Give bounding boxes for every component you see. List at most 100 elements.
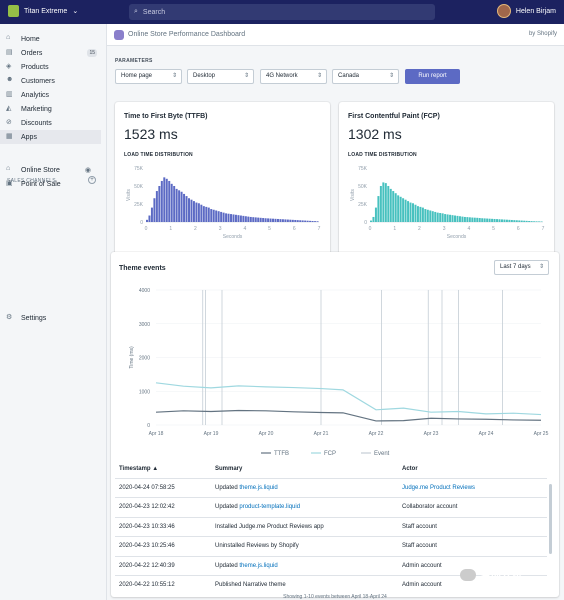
histogram-bar [195, 202, 198, 222]
row-actor: Admin account [402, 562, 442, 569]
histogram-bar [170, 183, 173, 222]
fcp-histogram: 75K 50K 25K 00 1 2 3 4 5 6 7 Visits Seconds [350, 166, 545, 240]
summary-text: Installed Judge.me Product Reviews app [215, 523, 324, 530]
page-select[interactable]: Home page ⇕ [115, 69, 182, 84]
ttfb-dist-label: LOAD TIME DISTRIBUTION [124, 152, 193, 158]
row-actor[interactable]: Judge.me Product Reviews [402, 485, 476, 491]
table-scrollbar[interactable] [549, 484, 552, 554]
histogram-bar [284, 219, 287, 222]
histogram-bar [227, 213, 230, 222]
timestamp-column-header[interactable]: Timestamp ▲ [119, 462, 158, 476]
y-tick-label: 25K [358, 202, 368, 208]
sidebar-item-analytics[interactable]: ▥ Analytics [0, 88, 101, 102]
table-row[interactable]: 2020-04-22 10:55:12 Published Narrative t… [115, 575, 547, 594]
select-arrows-icon: ⇕ [316, 73, 322, 79]
row-summary: Updated theme.js.liquid [215, 479, 278, 498]
run-report-button[interactable]: Run report [405, 69, 460, 84]
eye-icon[interactable]: ◉ [84, 167, 91, 174]
histogram-bar [274, 218, 277, 222]
file-link[interactable]: theme.js.liquid [239, 562, 278, 569]
shopify-logo-icon [8, 5, 19, 17]
histogram-bar [163, 177, 166, 222]
country-select[interactable]: Canada ⇕ [332, 69, 399, 84]
sidebar-item-products[interactable]: ◈ Products [0, 60, 101, 74]
histogram-bar [269, 218, 272, 222]
histogram-bar [434, 211, 437, 222]
histogram-bar [188, 198, 190, 222]
histogram-bar [230, 214, 233, 222]
histogram-bar [301, 220, 304, 222]
histogram-bar [185, 196, 188, 222]
summary-text: Updated [215, 485, 240, 491]
histogram-bar [299, 220, 302, 222]
row-timestamp: 2020-04-23 10:33:46 [119, 523, 175, 530]
histogram-bar [173, 186, 176, 222]
fcp-value: 1302 ms [348, 126, 402, 142]
histogram-bar [407, 201, 410, 222]
sidebar-item-apps[interactable]: ▦ Apps [0, 130, 101, 144]
network-select[interactable]: 4G Network ⇕ [260, 69, 327, 84]
sidebar-item-customers[interactable]: ☻ Customers [0, 74, 101, 88]
date-range-value: Last 7 days [500, 264, 531, 270]
file-link[interactable]: theme.js.liquid [239, 485, 278, 491]
x-tick-label: 4 [243, 226, 246, 232]
timestamp-header-label: Timestamp [119, 466, 151, 472]
search-input[interactable]: ⌕ Search [129, 4, 435, 20]
sidebar-item-point-of-sale[interactable]: ▣ Point of Sale [0, 177, 101, 191]
histogram-bar [394, 193, 397, 222]
sidebar-item-discounts[interactable]: ⊘ Discounts [0, 116, 101, 130]
histogram-bar [296, 220, 299, 222]
histogram-bar [515, 220, 518, 222]
histogram-bar [232, 214, 235, 222]
histogram-bar [257, 217, 260, 222]
sidebar-item-online-store[interactable]: ⌂ Online Store ◉ [0, 163, 101, 177]
histogram-bar [461, 216, 464, 222]
histogram-bar [404, 199, 407, 222]
sidebar-item-label: Products [21, 63, 49, 71]
add-channel-icon[interactable]: + [88, 176, 96, 184]
histogram-bar [314, 221, 317, 222]
histogram-bar [200, 204, 203, 222]
histogram-bar [520, 220, 523, 222]
sidebar-item-home[interactable]: ⌂ Home [0, 32, 101, 46]
table-row[interactable]: 2020-04-23 10:33:46 Installed Judge.me Pr… [115, 516, 547, 536]
table-row[interactable]: 2020-04-23 12:02:42 Updated product-templ… [115, 497, 547, 516]
device-select[interactable]: Desktop ⇕ [187, 69, 254, 84]
histogram-bar [439, 213, 442, 222]
app-icon [114, 30, 124, 40]
sidebar-item-orders[interactable]: ▤ Orders 15 [0, 46, 101, 60]
x-tick-label: 6 [293, 226, 296, 232]
file-link[interactable]: product-template.liquid [239, 504, 301, 511]
country-select-value: Canada [338, 73, 360, 79]
date-range-select[interactable]: Last 7 days ⇕ [494, 260, 549, 275]
ttfb-histogram: 75K 50K 25K 00 1 2 3 4 5 6 7 Visits Seconds [126, 166, 321, 240]
histogram-bar [370, 220, 372, 222]
histogram-bar [426, 209, 429, 222]
table-row[interactable]: 2020-04-23 10:25:46 Uninstalled Reviews b… [115, 536, 547, 555]
user-menu[interactable]: Helen Birjam [496, 4, 556, 18]
histogram-bar [384, 183, 387, 222]
summary-text: Updated [215, 504, 240, 511]
histogram-bar [441, 213, 444, 222]
table-row[interactable]: 2020-04-24 07:58:25 Updated theme.js.liqu… [115, 478, 547, 497]
histogram-bar [414, 204, 417, 222]
sidebar-item-marketing[interactable]: ◭ Marketing [0, 102, 101, 116]
page-select-value: Home page [121, 73, 153, 79]
histogram-bar [309, 220, 312, 222]
app-title: Online Store Performance Dashboard [128, 31, 246, 38]
network-select-value: 4G Network [266, 73, 298, 79]
theme-events-title: Theme events [119, 265, 166, 272]
store-switcher[interactable]: Titan Extreme ⌄ [8, 5, 78, 17]
histogram-bar [429, 210, 432, 222]
sidebar-item-settings[interactable]: ⚙ Settings [0, 311, 101, 325]
app-by: by Shopify [528, 31, 557, 37]
histogram-bar [387, 186, 390, 222]
table-row[interactable]: 2020-04-22 12:40:39 Updated theme.js.liqu… [115, 555, 547, 575]
histogram-bar [538, 221, 541, 222]
y-axis-label: Visits [126, 189, 132, 201]
histogram-bar [180, 191, 183, 222]
histogram-bar [500, 219, 503, 222]
histogram-bar [389, 188, 392, 222]
wechat-icon [460, 569, 476, 581]
analytics-icon: ▥ [6, 91, 13, 98]
